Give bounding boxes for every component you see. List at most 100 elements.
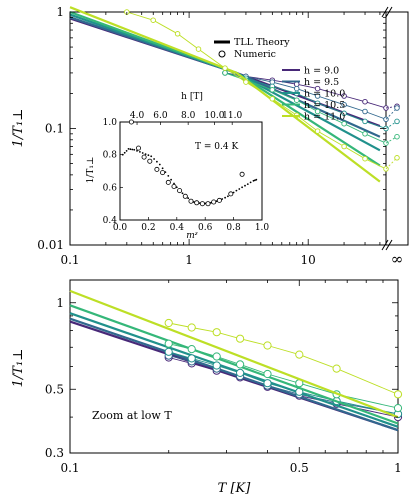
top-numeric-point (293, 81, 300, 87)
legend: TLL Theory Numeric h = 9.0h = 9.5h = 10.… (214, 37, 345, 123)
bottom-ytick-label: 1 (56, 296, 64, 310)
inset-theory-dot (161, 167, 164, 170)
top-numeric-point (314, 85, 321, 92)
inset-theory-dot (150, 155, 153, 158)
inset-numeric-point (182, 193, 188, 199)
top-ytick-label: 0.1 (45, 122, 64, 136)
inset-numeric-point (205, 201, 211, 207)
top-numeric-point (293, 97, 300, 103)
inset-theory-dot (136, 150, 138, 152)
top-numeric-line-2 (224, 72, 387, 129)
bottom-xlabel: T [K] (218, 481, 252, 496)
bottom-xtick-label: 0.1 (60, 461, 79, 475)
bottom-numeric-point (263, 369, 272, 379)
bottom-numeric-line-4 (168, 322, 399, 395)
inset-numeric-point (194, 200, 200, 206)
axis-break-mark (381, 239, 389, 251)
top-ytick-label: 1 (56, 5, 64, 19)
top-xtick-label: 0.1 (60, 253, 79, 267)
bottom-numeric-point (212, 328, 221, 337)
bottom-theory-line-4 (69, 289, 399, 419)
inset-ytick-label: 0.6 (103, 183, 118, 193)
inset-xtick-label: 0.8 (226, 223, 241, 233)
legend-series-label: h = 11.0 (304, 112, 345, 123)
bottom-numeric-line-3 (168, 343, 399, 409)
top-numeric-point (362, 131, 368, 137)
inset-xtick-label: 1.0 (255, 223, 270, 233)
inset-theory-dot (125, 150, 128, 152)
legend-series-label: h = 10.5 (304, 100, 345, 111)
inset-top-tick-label: 10.0 (204, 111, 224, 121)
top-numeric-line-4 (126, 11, 387, 170)
inset-numeric-point (211, 199, 217, 205)
inset-xlabel: mᶻ (186, 231, 199, 241)
legend-theory-label: TLL Theory (234, 37, 290, 48)
inset-xtick-label: 0.4 (170, 223, 185, 233)
bottom-ylabel: 1/T₁⊥ (11, 349, 26, 388)
bottom-plot-frame (69, 279, 399, 454)
bottom-ytick-label: 0.5 (45, 382, 64, 396)
bottom-numeric-point (236, 334, 245, 343)
top-numeric-point (362, 118, 368, 125)
inset-annotation: T = 0.4 K (195, 142, 238, 152)
inset-theory-dot (123, 151, 126, 154)
axis-break-mark (385, 6, 393, 18)
inset-theory-dot (232, 191, 235, 194)
top-numeric-point (341, 101, 347, 108)
inset-theory-dot (241, 186, 244, 189)
inset-ytick-label: 0.4 (103, 216, 118, 226)
inset-theory-dot (167, 175, 170, 177)
bottom-numeric-point (164, 318, 173, 328)
bottom-numeric-point (164, 339, 173, 348)
top-infinity-frame (385, 11, 409, 246)
inset-numeric-point (216, 197, 222, 203)
inset-xtick-label: 0.6 (198, 223, 213, 233)
bottom-numeric-point (332, 364, 341, 373)
inset-numeric-point (199, 201, 205, 207)
top-numeric-point (341, 93, 347, 99)
inset-numeric-point (239, 171, 245, 177)
bottom-numeric-point (187, 354, 196, 363)
bottom-numeric-point (236, 360, 245, 369)
top-numeric-point (174, 31, 181, 37)
inset-theory-dot (158, 163, 161, 166)
axis-break-mark (381, 6, 389, 18)
top-ylabel: 1/T₁⊥ (11, 109, 26, 148)
top-numeric-point (243, 79, 249, 85)
top-numeric-point (314, 128, 321, 134)
bottom-annotation: Zoom at low T (92, 409, 172, 422)
inset-numeric-point (135, 145, 141, 151)
inset-numeric-point (147, 158, 153, 164)
inset-top-tick-label: 6.0 (153, 111, 168, 121)
inset-numeric-point (154, 166, 160, 172)
inset-theory-dot (131, 148, 134, 151)
top-numeric-point (314, 108, 321, 115)
inset-theory-dot (127, 148, 130, 150)
bottom-numeric-point (212, 352, 221, 361)
top-numeric-point (269, 87, 276, 93)
inset: 0.0 0.2 0.4 0.6 0.8 1.0 0.4 0.6 0.8 1.0 4.0 6.0 8.0 1… (86, 92, 269, 241)
inset-theory-dot (173, 182, 175, 185)
top-numeric-point (341, 110, 347, 117)
top-infinity-point (394, 133, 400, 140)
top-theory-line-4 (69, 6, 381, 183)
inset-theory-dot (129, 148, 132, 151)
inset-numeric-point (141, 154, 147, 160)
inset-theory-dot (187, 197, 190, 200)
bottom-panel: 0.1 0.5 1 0.3 0.5 1 Zoom at low T 1/T₁⊥ T [K] (11, 279, 403, 496)
bottom-theory-line-3 (69, 304, 399, 425)
inset-theory-dot (254, 179, 256, 182)
top-numeric-point (314, 100, 321, 106)
top-xtick-label: 10 (301, 253, 316, 267)
inset-theory-dot (227, 195, 229, 198)
top-infinity-point (394, 118, 400, 125)
bottom-numeric-line-1 (168, 355, 399, 415)
top-numeric-point (341, 143, 347, 150)
top-numeric-line-1 (224, 72, 387, 120)
bottom-numeric-point (236, 368, 245, 377)
bottom-numeric-point (212, 361, 221, 370)
inset-theory-dot (255, 178, 258, 181)
top-infinity-point (394, 155, 400, 161)
bottom-numeric-point (295, 350, 304, 359)
